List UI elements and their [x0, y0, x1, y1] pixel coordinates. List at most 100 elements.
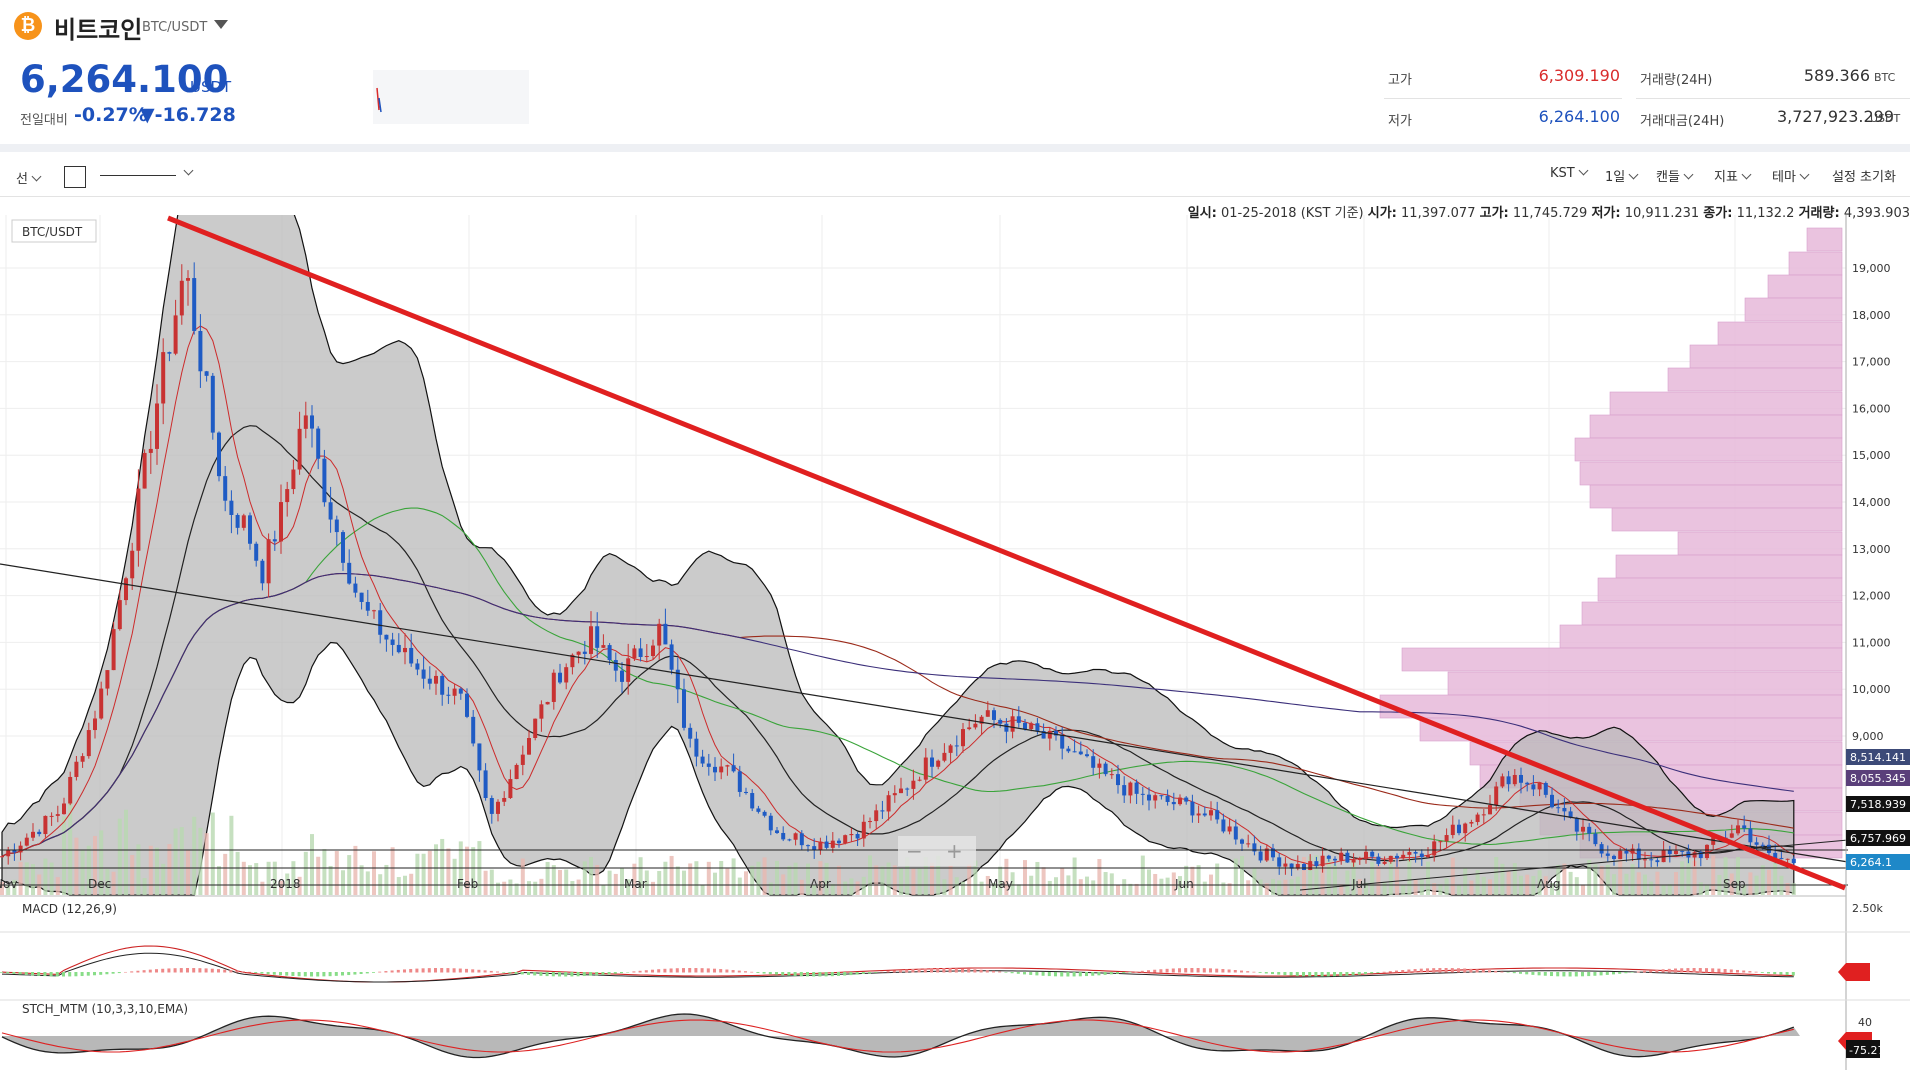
volume-bar: [1041, 867, 1046, 895]
timezone-dropdown[interactable]: KST: [1550, 165, 1589, 181]
candle-body: [1320, 855, 1325, 867]
volume-bar: [601, 884, 606, 895]
macd-histogram-bar: [669, 968, 673, 973]
candle-body: [1264, 848, 1269, 861]
turnover-unit: USDT: [1870, 112, 1901, 125]
price-chart[interactable]: 19,000 18,000 17,000 16,000 15,000 14,000 13,0…: [0, 215, 1910, 1070]
candle-body: [849, 834, 854, 836]
volume-bar: [155, 847, 159, 895]
volume-bar: [297, 876, 302, 895]
macd-signal-line: [1, 952, 1794, 983]
candle-body: [601, 645, 606, 648]
top-bar: ₿ 비트코인 BTC/USDT: [0, 0, 1910, 49]
macd-histogram-bar: [768, 972, 772, 975]
zoom-in-button[interactable]: +: [946, 839, 963, 863]
volume-bar: [483, 870, 488, 895]
reset-settings-button[interactable]: 설정 초기화: [1832, 170, 1896, 185]
chart-type-dropdown[interactable]: 캔들: [1656, 166, 1694, 185]
volume-bar: [266, 861, 271, 895]
macd-histogram-bar: [1357, 972, 1361, 975]
candle-body: [1705, 844, 1709, 859]
indicators-dropdown[interactable]: 지표: [1714, 166, 1752, 185]
candle-body: [1171, 801, 1176, 805]
shape-tool-square[interactable]: [64, 166, 86, 188]
macd-histogram-bar: [37, 972, 41, 976]
volume-bar: [1252, 867, 1257, 895]
candle-body: [1680, 850, 1685, 852]
macd-histogram-bar: [489, 970, 493, 973]
volume-bar: [1574, 877, 1579, 895]
candle-body: [1550, 794, 1554, 808]
candle-body: [1426, 855, 1430, 858]
change-label: 전일대비: [20, 113, 68, 128]
candle-body: [669, 644, 674, 670]
line-style-dropdown[interactable]: [180, 165, 194, 181]
month-tick-label: Feb: [457, 877, 478, 891]
candle-body: [62, 803, 66, 815]
macd-histogram-bar: [1643, 970, 1646, 973]
ohlc-high-label: 고가:: [1479, 206, 1509, 221]
chart-toolbar: [0, 152, 1910, 197]
month-tick-label: Aug: [1537, 877, 1560, 891]
macd-histogram-bar: [1264, 972, 1268, 974]
candle-body: [868, 821, 872, 823]
candle-body: [1736, 825, 1740, 834]
macd-histogram-bar: [43, 972, 47, 977]
zoom-out-button[interactable]: −: [906, 839, 923, 863]
volume-bar: [582, 861, 587, 895]
macd-histogram-bar: [142, 970, 146, 973]
candle-body: [750, 793, 755, 809]
candle-body: [1624, 850, 1629, 854]
sparkline-blue: [378, 97, 382, 113]
candle-body: [1140, 793, 1145, 795]
macd-histogram-bar: [1500, 971, 1504, 973]
interval-dropdown[interactable]: 1일: [1605, 166, 1639, 185]
volume-bar: [942, 879, 947, 895]
macd-histogram-bar: [527, 972, 530, 975]
volume-bar: [1283, 879, 1288, 895]
volume-bar: [43, 858, 48, 895]
candle-body: [365, 601, 370, 611]
candle-body: [440, 675, 445, 695]
candle-body: [124, 578, 128, 601]
draw-line-dropdown[interactable]: 선: [16, 168, 42, 187]
line-style-selector[interactable]: [100, 175, 176, 176]
volume-bar: [235, 851, 240, 895]
macd-histogram-bar: [1147, 970, 1150, 973]
trend-line-black[interactable]: [0, 563, 1849, 863]
candle-body: [1072, 751, 1077, 753]
trend-line-red[interactable]: [167, 215, 1846, 891]
volume-bar: [1159, 878, 1164, 895]
candle-body: [1643, 859, 1647, 861]
coin-selector-chevron-down-icon[interactable]: [214, 20, 228, 29]
volume-bar: [12, 879, 17, 895]
candle-body: [644, 656, 649, 658]
macd-histogram-bar: [477, 969, 481, 973]
volume-bar: [1463, 867, 1468, 895]
stoch-axis-label: 40: [1858, 1016, 1872, 1029]
macd-histogram-bar: [1178, 968, 1181, 973]
volume-bar: [558, 870, 562, 895]
trend-line-black[interactable]: [1299, 839, 1849, 891]
macd-histogram-bar: [124, 971, 127, 973]
volume-bar: [756, 861, 761, 895]
macd-histogram-bar: [533, 972, 537, 976]
theme-dropdown[interactable]: 테마: [1772, 166, 1810, 185]
macd-histogram-bar: [409, 968, 413, 973]
macd-histogram-bar: [334, 972, 338, 976]
candle-body: [1357, 858, 1362, 861]
candle-body: [1240, 839, 1244, 844]
volume-bar: [725, 868, 730, 895]
candle-body: [1376, 856, 1381, 864]
volume-bar: [217, 866, 221, 895]
candle-body: [341, 532, 345, 563]
candle-body: [1444, 835, 1449, 842]
volume-bar: [1760, 865, 1765, 895]
volume-bar: [1729, 873, 1734, 895]
candle-body: [86, 730, 91, 757]
volume-bar: [55, 877, 60, 895]
macd-value-marker: [1838, 963, 1870, 981]
volume-bar: [1109, 873, 1114, 895]
volume-bar: [1246, 880, 1251, 895]
candle-body: [1333, 858, 1337, 861]
